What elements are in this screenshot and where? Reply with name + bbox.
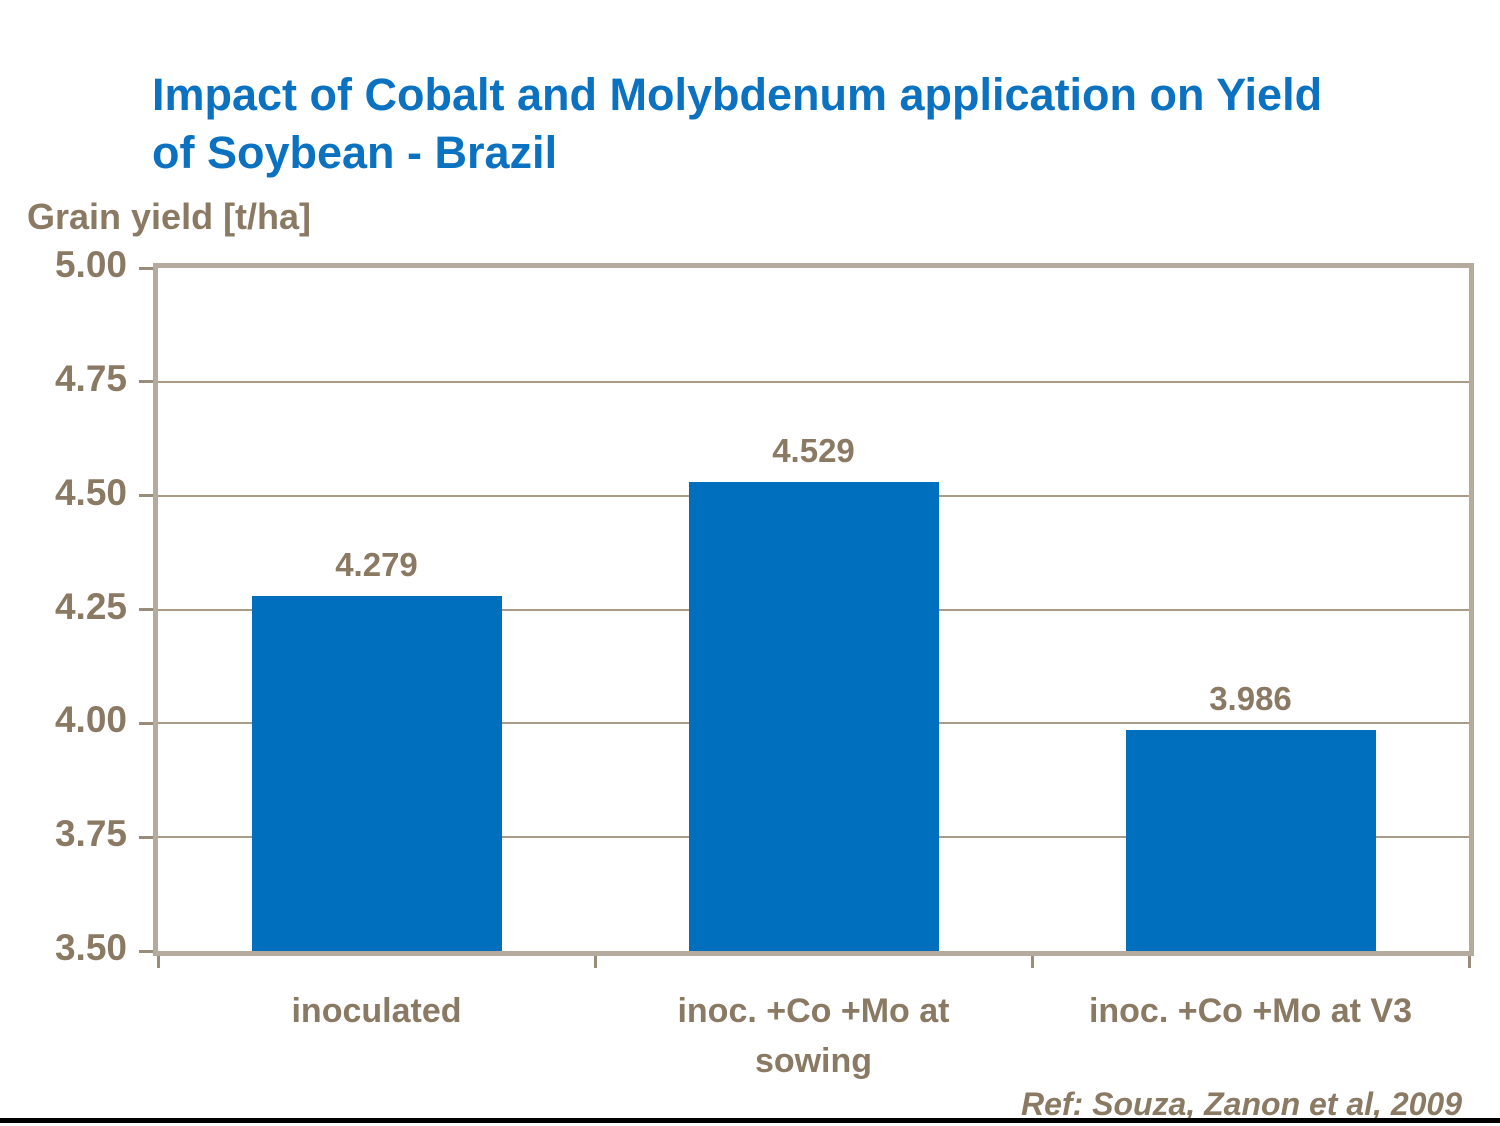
y-tick-mark: [139, 835, 153, 839]
y-tick-mark: [139, 494, 153, 498]
x-tick-mark: [1467, 956, 1471, 968]
bar-value-label: 3.986: [1209, 679, 1292, 717]
y-tick-label: 5.00: [54, 244, 127, 285]
bar-2: [688, 482, 939, 951]
y-tick-mark: [139, 721, 153, 725]
x-tick-mark: [593, 956, 597, 968]
y-axis-title: Grain yield [t/ha]: [27, 196, 312, 237]
y-tick-label: 4.25: [54, 585, 127, 627]
x-tick-mark: [156, 956, 160, 968]
bar-value-label: 4.279: [335, 546, 418, 584]
category-label-line: sowing: [754, 1042, 873, 1080]
x-tick-mark: [1030, 956, 1034, 968]
bar-1: [251, 596, 502, 951]
category-label: inoc. +Co +Mo at sowing: [574, 986, 1054, 1086]
y-tick-label: 4.00: [54, 699, 127, 741]
category-label-line: inoc. +Co +Mo at: [677, 992, 950, 1030]
y-tick-label: 3.75: [54, 813, 127, 855]
category-label: inoculated: [137, 986, 617, 1036]
y-tick-label: 3.50: [54, 927, 127, 968]
gridline: [158, 380, 1469, 383]
bar-value-label: 4.529: [772, 432, 855, 470]
y-tick-mark: [139, 608, 153, 611]
y-tick-mark: [139, 949, 153, 953]
bar-3: [1125, 729, 1376, 951]
chart-title-line1: Impact of Cobalt and Molybdenum applicat…: [152, 69, 1323, 120]
category-label-line: inoculated: [291, 992, 462, 1030]
chart-title: Impact of Cobalt and Molybdenum applicat…: [152, 66, 1482, 182]
y-tick-label: 4.75: [54, 357, 127, 399]
category-label: inoc. +Co +Mo at V3: [1011, 986, 1491, 1036]
reference-text: Ref: Souza, Zanon et al, 2009: [1021, 1086, 1462, 1122]
y-tick-mark: [139, 266, 153, 270]
y-tick-label: 4.50: [54, 471, 127, 513]
chart-title-line2: of Soybean - Brazil: [152, 127, 558, 178]
y-tick-mark: [139, 380, 153, 384]
slide-bottom-border: [0, 1118, 1500, 1123]
category-label-line: inoc. +Co +Mo at V3: [1088, 992, 1413, 1030]
